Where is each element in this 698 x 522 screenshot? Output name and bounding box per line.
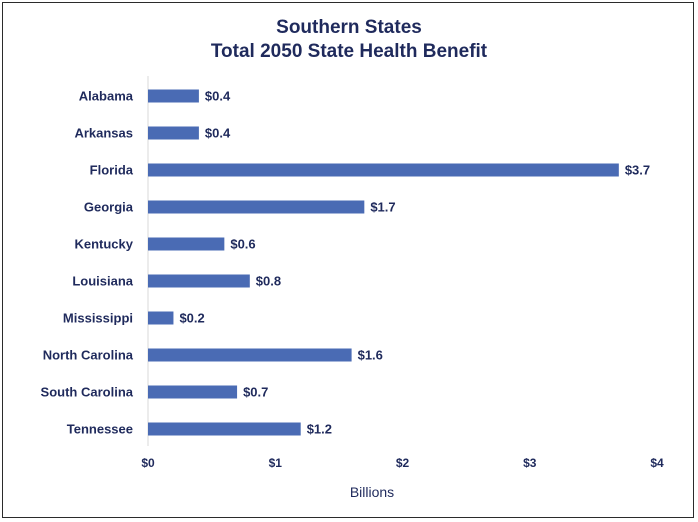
category-label: Alabama (79, 89, 134, 104)
chart-subtitle: Total 2050 State Health Benefit (210, 41, 488, 62)
value-label: $1.2 (307, 422, 332, 437)
bar-georgia (148, 200, 365, 214)
category-label: Georgia (84, 200, 134, 215)
category-label: South Carolina (41, 385, 134, 400)
value-label: $0.4 (205, 126, 231, 141)
category-label: Arkansas (74, 126, 133, 141)
bar-tennessee (148, 422, 301, 436)
value-label: $1.7 (370, 200, 395, 215)
value-label: $0.7 (243, 385, 268, 400)
value-label: $0.6 (230, 237, 255, 252)
category-label: Kentucky (74, 237, 133, 252)
bar-mississippi (148, 311, 174, 325)
value-label: $1.6 (358, 348, 383, 363)
value-label: $0.8 (256, 274, 281, 289)
x-tick-label: $1 (269, 456, 283, 470)
chart-title: Southern States (276, 17, 422, 38)
bar-south-carolina (148, 385, 238, 399)
value-label: $0.2 (179, 311, 204, 326)
value-label: $0.4 (205, 89, 231, 104)
x-axis-label: Billions (350, 484, 394, 500)
bar-arkansas (148, 126, 199, 140)
x-tick-label: $3 (523, 456, 537, 470)
category-label: Tennessee (67, 422, 133, 437)
category-label: North Carolina (43, 348, 134, 363)
x-tick-label: $4 (650, 456, 664, 470)
category-label: Louisiana (72, 274, 133, 289)
category-label: Florida (90, 163, 134, 178)
bar-louisiana (148, 274, 250, 288)
x-tick-label: $2 (396, 456, 410, 470)
category-label: Mississippi (63, 311, 133, 326)
value-label: $3.7 (625, 163, 650, 178)
bar-north-carolina (148, 348, 352, 362)
bar-florida (148, 163, 619, 177)
x-tick-label: $0 (141, 456, 155, 470)
bar-kentucky (148, 237, 225, 251)
bar-alabama (148, 89, 199, 103)
